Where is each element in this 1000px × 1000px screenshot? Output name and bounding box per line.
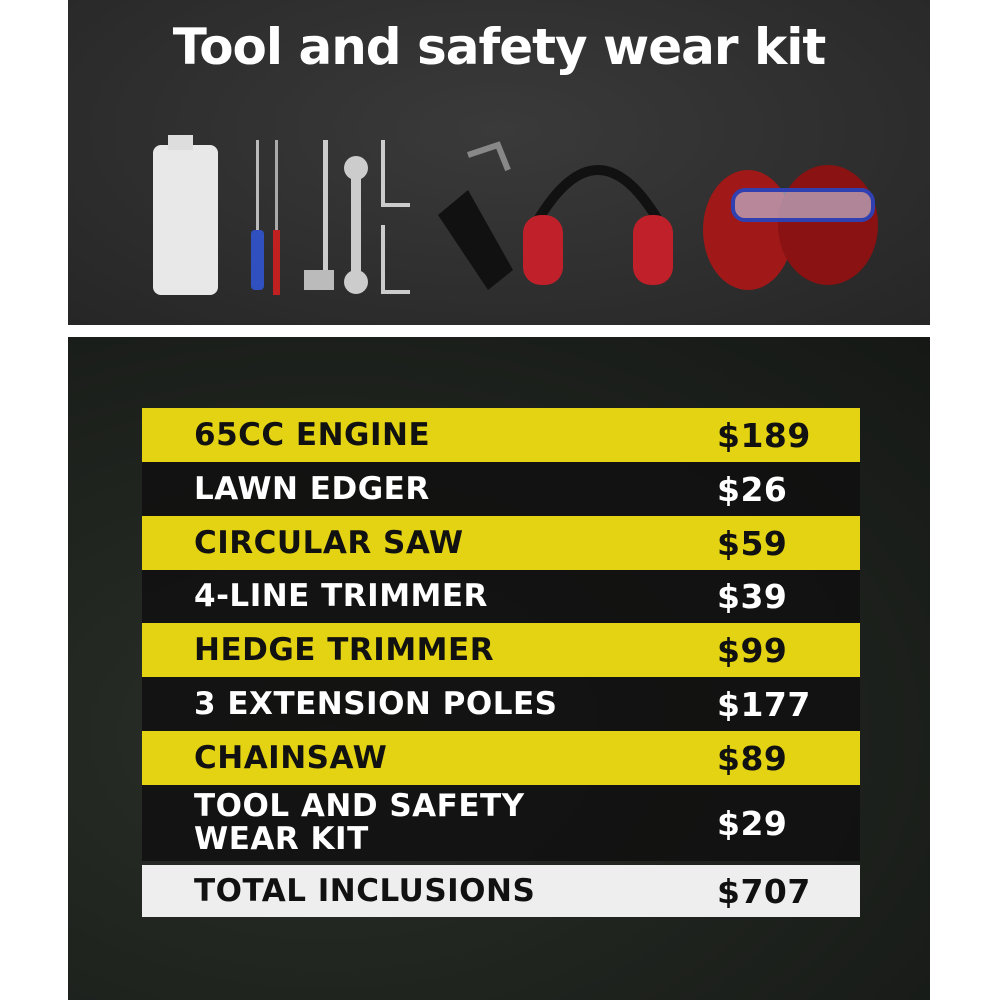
item-price: $89 — [717, 738, 788, 778]
kit-banner: Tool and safety wear kit — [68, 0, 930, 325]
price-row: TOOL AND SAFETY WEAR KIT $29 — [142, 785, 860, 861]
price-row: CHAINSAW $89 — [142, 731, 860, 785]
oil-bottle-icon — [153, 135, 218, 295]
price-row: CIRCULAR SAW $59 — [142, 516, 860, 570]
tools-image — [153, 135, 878, 295]
earmuffs-icon — [523, 165, 673, 285]
item-price: $177 — [717, 684, 811, 724]
item-label: 4-LINE TRIMMER — [194, 578, 488, 615]
item-price: $29 — [717, 803, 788, 843]
price-row: 65CC ENGINE $189 — [142, 408, 860, 462]
item-label: 3 EXTENSION POLES — [194, 685, 558, 722]
item-label: CHAINSAW — [194, 739, 388, 776]
total-label: TOTAL INCLUSIONS — [194, 872, 536, 909]
item-price: $99 — [717, 630, 788, 670]
hex-keys-icon — [381, 140, 410, 294]
price-row: LAWN EDGER $26 — [142, 462, 860, 516]
price-row: 3 EXTENSION POLES $177 — [142, 677, 860, 731]
price-row: HEDGE TRIMMER $99 — [142, 623, 860, 677]
total-price: $707 — [717, 871, 811, 911]
item-price: $39 — [717, 577, 788, 616]
harness-strap-icon — [438, 141, 513, 290]
spark-plug-wrench-icon — [304, 140, 334, 290]
safety-glasses-icon — [731, 188, 875, 222]
item-label: LAWN EDGER — [194, 470, 430, 507]
item-label: HEDGE TRIMMER — [194, 631, 495, 668]
price-list-panel: 65CC ENGINE $189 LAWN EDGER $26 CIRCULAR S… — [68, 337, 930, 1000]
banner-title: Tool and safety wear kit — [172, 18, 827, 76]
wrench-icon — [344, 156, 368, 294]
file-icon — [273, 140, 280, 295]
gloves-icon — [703, 165, 878, 290]
item-label: 65CC ENGINE — [194, 416, 431, 453]
item-label: TOOL AND SAFETY WEAR KIT — [194, 788, 525, 857]
total-row: TOTAL INCLUSIONS $707 — [142, 865, 860, 917]
item-price: $189 — [717, 415, 811, 455]
price-row: 4-LINE TRIMMER $39 — [142, 570, 860, 623]
item-price: $59 — [717, 523, 788, 563]
screwdriver-icon — [251, 140, 264, 290]
item-price: $26 — [717, 469, 788, 509]
item-label: CIRCULAR SAW — [194, 524, 464, 561]
